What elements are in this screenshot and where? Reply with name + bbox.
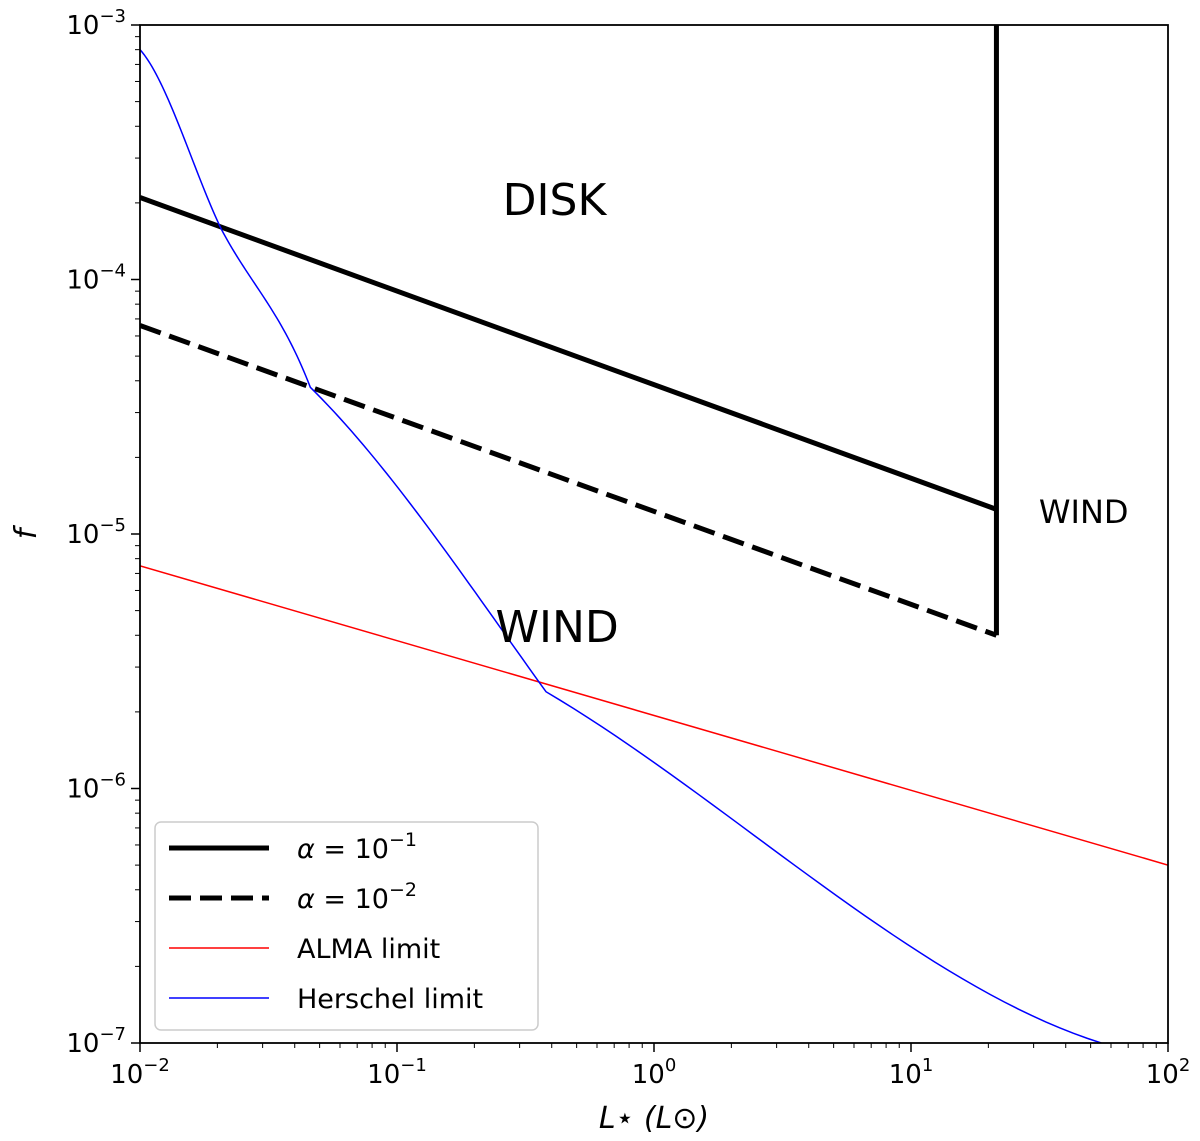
series-alpha-1 xyxy=(140,195,998,512)
series-alpha-2 xyxy=(140,323,998,638)
y-tick-label: 10−3 xyxy=(66,6,126,41)
series-alma xyxy=(140,565,1168,866)
y-tick-label: 10−7 xyxy=(66,1024,126,1059)
legend-label-alpha-1: α = 10−1 xyxy=(297,829,417,865)
plot-overlay: DISK WIND WIND xyxy=(496,175,1129,653)
disk-label: DISK xyxy=(503,175,608,226)
y-axis-label: f xyxy=(9,524,44,539)
wind-label-right: WIND xyxy=(1039,493,1129,531)
y-tick-label: 10−5 xyxy=(66,515,126,550)
x-tick-label: 101 xyxy=(889,1055,934,1090)
x-axis-label: L⋆ (L⊙) xyxy=(599,1101,709,1136)
legend-label-alpha-2: α = 10−2 xyxy=(297,879,417,915)
x-tick-label: 10−1 xyxy=(367,1055,427,1090)
plot-series xyxy=(140,25,1168,1043)
x-tick-label: 102 xyxy=(1146,1055,1191,1090)
axes: 10−2 10−1 100 101 102 10−7 10−6 10−5 10−4 10−3 L⋆ … xyxy=(9,6,1190,1136)
legend: α = 10−1 α = 10−2 ALMA limit Herschel limit xyxy=(154,821,539,1031)
y-tick-label: 10−6 xyxy=(66,770,126,805)
y-tick-label: 10−4 xyxy=(66,261,126,296)
legend-label-herschel: Herschel limit xyxy=(297,984,483,1015)
x-tick-label: 100 xyxy=(632,1055,677,1090)
series-herschel xyxy=(140,49,1102,1043)
legend-label-alma: ALMA limit xyxy=(297,934,440,965)
wind-label-lower: WIND xyxy=(496,602,619,653)
legend-box xyxy=(154,821,539,1031)
x-tick-label: 10−2 xyxy=(110,1055,170,1090)
